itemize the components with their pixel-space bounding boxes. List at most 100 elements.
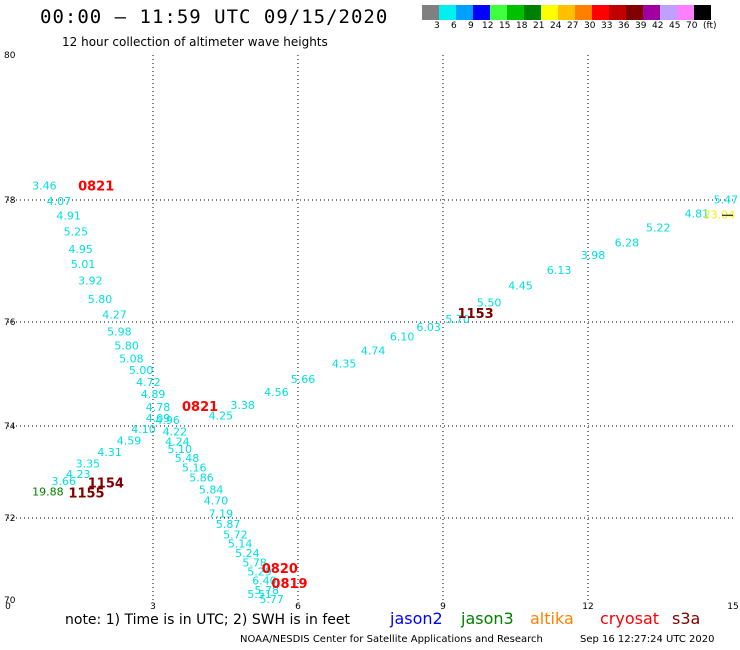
colorbar-tick-label: 15 <box>499 21 511 31</box>
colorbar-tick-label: 21 <box>533 21 545 31</box>
wave-height-label: 4.25 <box>209 410 234 423</box>
wave-height-label: 5.14 <box>228 537 253 550</box>
colorbar-swatch <box>422 5 439 20</box>
colorbar-tick-label: 3 <box>434 21 440 31</box>
data-labels: 3.46 4.074.91 5.25 4.95 5.01 3.92 5.80 4.27 5.98… <box>32 180 738 607</box>
wave-height-label: 5.01 <box>71 258 96 271</box>
wave-height-label: 3.35 <box>76 458 101 471</box>
colorbar-tick-label: 42 <box>652 21 664 31</box>
wave-height-label: 4.81 <box>685 207 710 220</box>
colorbar-swatch <box>677 5 694 20</box>
wave-height-label: 5.78 <box>242 556 267 569</box>
colorbar-tick-label: 30 <box>584 21 596 31</box>
colorbar <box>422 5 711 20</box>
colorbar-tick-label: 18 <box>516 21 528 31</box>
colorbar-tick-label: 70 <box>686 21 698 31</box>
x-tick-label: 6 <box>295 602 301 612</box>
wave-height-label: 4.78 <box>146 401 171 414</box>
wave-height-label: 5.22 <box>646 221 671 234</box>
wave-height-label: 5.00 <box>129 364 154 377</box>
colorbar-tick-label: 39 <box>635 21 647 31</box>
y-tick-label: 72 <box>4 514 15 524</box>
colorbar-tick-label: (ft) <box>703 21 717 31</box>
wave-height-label: 5.50 <box>477 296 502 309</box>
wave-height-label: 5.24 <box>235 547 260 560</box>
wave-height-label: 5.10 <box>168 443 193 456</box>
wave-height-label: 3.46 <box>32 180 57 193</box>
satellite-legend-s3a: s3a <box>672 609 701 628</box>
wave-height-label: 5.08 <box>119 352 143 365</box>
colorbar-swatch <box>456 5 473 20</box>
wave-height-label: 19.88 <box>32 485 64 498</box>
pass-time-label: 0820 <box>262 562 298 577</box>
wave-height-label: 4.89 <box>141 388 166 401</box>
satellite-legend-jason2: jason2 <box>390 609 443 628</box>
colorbar-swatch <box>643 5 660 20</box>
units-note: note: 1) Time is in UTC; 2) SWH is in fe… <box>65 612 351 628</box>
wave-height-label: 3.66 <box>52 475 77 488</box>
wave-height-label: 4.24 <box>165 436 190 449</box>
wave-height-label: 6.13 <box>547 264 572 277</box>
colorbar-tick-label: 24 <box>550 21 562 31</box>
wave-height-label: 5.84 <box>199 483 224 496</box>
chart-title: 00:00 — 11:59 UTC 09/15/2020 <box>40 6 389 28</box>
colorbar-tick-label: 9 <box>468 21 474 31</box>
wave-height-label: 4.59 <box>117 435 142 448</box>
colorbar-swatch <box>626 5 643 20</box>
satellite-legend-cryosat: cryosat <box>600 609 660 628</box>
wave-height-label: 4.35 <box>332 358 357 371</box>
pass-time-label: 1153 <box>458 307 494 322</box>
y-tick-label: 78 <box>4 196 16 206</box>
wave-height-label: 5.86 <box>189 472 214 485</box>
wave-height-label: 5.77 <box>259 593 284 606</box>
colorbar-swatch <box>490 5 507 20</box>
colorbar-tick-label: 27 <box>567 21 579 31</box>
generated-timestamp: Sep 16 12:27:24 UTC 2020 <box>580 634 715 645</box>
wave-height-label: 6.10 <box>390 331 415 344</box>
pass-time-label: 0819 <box>271 577 307 592</box>
wave-height-label: 5.98 <box>107 325 132 338</box>
wave-height-label: 5.29 <box>247 565 272 578</box>
wave-height-label: 5.87 <box>216 518 241 531</box>
pass-time-label: 1154 <box>88 477 124 492</box>
colorbar-swatch <box>439 5 456 20</box>
y-tick-label: 74 <box>4 422 16 432</box>
colorbar-swatch <box>541 5 558 20</box>
wave-height-label: 5.47 <box>714 193 739 206</box>
pass-time-label: 0821 <box>78 180 114 195</box>
satellite-legend-altika: altika <box>530 609 574 628</box>
colorbar-swatch <box>575 5 592 20</box>
colorbar-swatch <box>473 5 490 20</box>
wave-height-label: 5.66 <box>291 373 316 386</box>
wave-height-label: 4.07 <box>47 195 72 208</box>
wave-height-label: 3.98 <box>581 249 606 262</box>
colorbar-tick-label: 33 <box>601 21 613 31</box>
wave-height-label: 5.80 <box>114 339 139 352</box>
x-tick-label: 0 <box>5 602 11 612</box>
chart-subtitle: 12 hour collection of altimeter wave hei… <box>62 35 328 49</box>
wave-height-label: 5.78 <box>255 584 280 597</box>
pass-time-label: 0821 <box>182 400 218 415</box>
wave-height-label: 6.03 <box>416 321 441 334</box>
wave-height-label: 7.19 <box>209 507 234 520</box>
x-tick-label: 12 <box>582 602 593 612</box>
y-tick-label: 80 <box>4 51 16 61</box>
wave-height-label: 5.51 <box>247 588 272 601</box>
y-tick-label: 70 <box>4 596 16 606</box>
colorbar-swatch <box>609 5 626 20</box>
wave-height-label: 4.10 <box>131 423 156 436</box>
wave-height-label: 4.70 <box>204 495 229 508</box>
wave-height-label: 5.48 <box>175 452 200 465</box>
wave-height-label: 4.56 <box>264 386 289 399</box>
axis-ticks: 0 3 6 9 12 15 70 72 74 76 78 80 <box>4 51 739 612</box>
colorbar-tick-label: 36 <box>618 21 630 31</box>
wave-height-label: 4.45 <box>508 279 533 292</box>
plot-grid <box>8 55 733 600</box>
colorbar-swatch <box>694 5 711 20</box>
wave-height-label: 4.96 <box>155 414 180 427</box>
x-tick-label: 15 <box>727 602 738 612</box>
wave-height-label: 4.74 <box>361 345 386 358</box>
wave-height-label: 4.27 <box>102 309 127 322</box>
wave-height-label: 3.38 <box>230 399 255 412</box>
